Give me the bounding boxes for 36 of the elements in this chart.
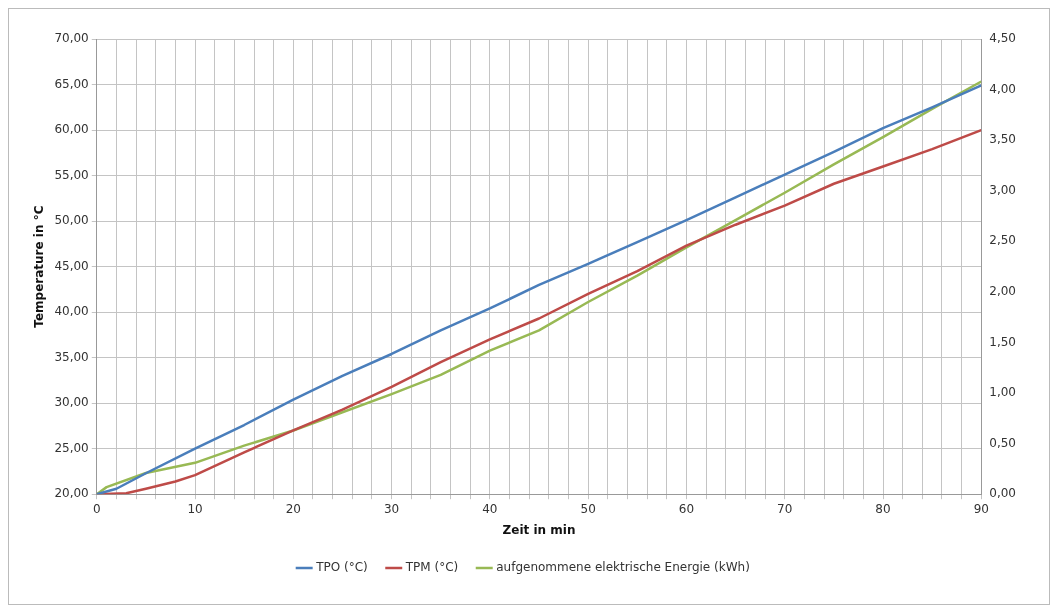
- x-tick-label: 30: [383, 501, 400, 516]
- y2-tick-label: 0,00: [989, 486, 1016, 501]
- y-tick-label: 35,00: [54, 349, 89, 364]
- x-tick-label: 60: [678, 501, 695, 516]
- y2-tick-label: 2,50: [989, 233, 1016, 248]
- x-tick-label: 80: [875, 501, 891, 516]
- y-tick-label: 30,00: [54, 395, 89, 410]
- y2-tick-label: 1,00: [989, 385, 1016, 400]
- x-tick-label: 70: [777, 501, 793, 516]
- y-tick-label: 55,00: [54, 167, 89, 182]
- y2-tick-label: 3,50: [989, 132, 1016, 147]
- y-axis-title: Temperature in °C: [32, 205, 47, 328]
- y2-tick-label: 4,00: [989, 81, 1016, 96]
- y-tick-label: 40,00: [54, 304, 89, 319]
- legend-label: TPO (°C): [315, 560, 368, 575]
- y-tick-label: 20,00: [54, 486, 89, 501]
- y-tick-label: 50,00: [54, 213, 89, 228]
- y-tick-label: 45,00: [54, 258, 89, 273]
- x-tick-label: 20: [285, 501, 301, 516]
- x-tick-label: 40: [482, 501, 498, 516]
- y-tick-label: 65,00: [54, 76, 89, 91]
- legend-label: TPM (°C): [404, 560, 459, 575]
- x-tick-label: 50: [580, 501, 596, 516]
- x-tick-label: 10: [187, 501, 203, 516]
- legend-label: aufgenommene elektrische Energie (kWh): [496, 560, 750, 575]
- y-tick-label: 25,00: [54, 440, 89, 455]
- y-tick-label: 60,00: [54, 122, 89, 137]
- x-tick-label: 90: [973, 501, 989, 516]
- y-tick-label: 70,00: [54, 31, 89, 46]
- y2-tick-label: 0,50: [989, 435, 1016, 450]
- y2-tick-label: 3,00: [989, 182, 1016, 197]
- y2-tick-label: 2,00: [989, 284, 1016, 299]
- x-tick-label: 0: [92, 501, 101, 516]
- y2-tick-label: 4,50: [989, 31, 1016, 46]
- y2-tick-label: 1,50: [989, 334, 1016, 349]
- x-axis-title: Zeit in min: [502, 522, 576, 537]
